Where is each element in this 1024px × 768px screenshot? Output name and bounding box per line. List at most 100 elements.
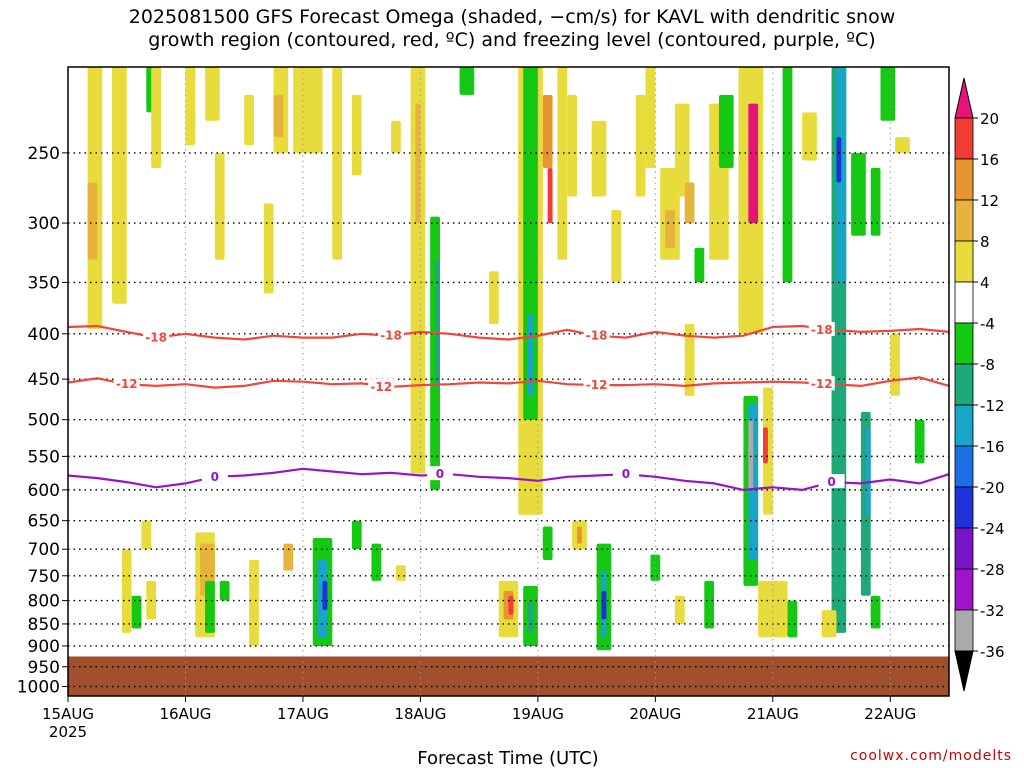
colorbar-bottom-arrow bbox=[954, 650, 974, 692]
x-tick-label: 18AUG bbox=[394, 705, 446, 723]
colorbar-segment bbox=[954, 199, 974, 242]
colorbar-label: 4 bbox=[980, 274, 990, 292]
colorbar-label: -36 bbox=[980, 643, 1005, 661]
surface-ground bbox=[68, 656, 949, 696]
colorbar-segment bbox=[954, 322, 974, 365]
colorbar-segment bbox=[954, 404, 974, 447]
omega-cell bbox=[273, 94, 284, 138]
contour-label: -18 bbox=[586, 329, 608, 343]
omega-cell bbox=[283, 543, 294, 571]
colorbar-segment bbox=[954, 240, 974, 283]
colorbar-label: -8 bbox=[980, 356, 995, 374]
omega-cell bbox=[870, 595, 881, 629]
x-tick-label: 17AUG bbox=[277, 705, 329, 723]
x-axis-title: Forecast Time (UTC) bbox=[417, 748, 598, 768]
omega-cell bbox=[391, 120, 401, 153]
contour-label-bg bbox=[808, 376, 835, 391]
omega-cell bbox=[87, 182, 98, 260]
ground-fill bbox=[68, 656, 949, 696]
omega-cell bbox=[351, 94, 362, 176]
omega-cell bbox=[684, 324, 695, 396]
x-tick-label: 16AUG bbox=[159, 705, 211, 723]
credit-link[interactable]: coolwx.com/modelts bbox=[850, 748, 1012, 764]
omega-cell bbox=[542, 94, 553, 168]
colorbar-label: -4 bbox=[980, 315, 995, 333]
omega-cell bbox=[704, 580, 715, 629]
omega-cell bbox=[914, 419, 925, 464]
time-axis: 15AUG 16AUG 17AUG 18AUG 19AUG 20AUG 21AUG 22AUG… bbox=[42, 696, 916, 741]
omega-cell bbox=[351, 520, 362, 550]
contour-label: -12 bbox=[116, 377, 138, 391]
y-tick-label: 1000 bbox=[17, 677, 60, 697]
contour-label: -18 bbox=[145, 331, 167, 345]
omega-cell bbox=[131, 595, 142, 629]
contour-label-bg bbox=[201, 468, 228, 483]
omega-cell bbox=[249, 560, 259, 646]
pressure-axis: 2503003504004505005506006507007508008509… bbox=[17, 144, 68, 697]
contour-label-bg bbox=[143, 329, 170, 344]
contour-label: -12 bbox=[370, 380, 392, 394]
colorbar-label: -28 bbox=[980, 561, 1005, 579]
colorbar-segment bbox=[954, 158, 974, 201]
omega-cell bbox=[601, 590, 607, 620]
colorbar-segment bbox=[954, 445, 974, 488]
omega-cell bbox=[459, 67, 475, 95]
contour-label-bg bbox=[368, 378, 395, 393]
omega-cell bbox=[435, 259, 440, 388]
omega-cell bbox=[591, 120, 607, 197]
y-tick-label: 650 bbox=[28, 512, 60, 532]
omega-cell bbox=[523, 67, 538, 420]
contour-label-bg bbox=[378, 327, 405, 342]
omega-cell bbox=[263, 203, 274, 294]
y-tick-label: 750 bbox=[28, 567, 60, 587]
omega-cell bbox=[371, 543, 382, 581]
omega-cell bbox=[718, 94, 734, 168]
omega-cell bbox=[205, 67, 220, 121]
colorbar-segment bbox=[954, 363, 974, 406]
omega-cell bbox=[821, 610, 837, 638]
contour-label-bg bbox=[583, 377, 610, 392]
y-tick-label: 350 bbox=[28, 273, 60, 293]
x-tick-label: 19AUG bbox=[512, 705, 564, 723]
y-tick-label: 900 bbox=[28, 637, 60, 657]
omega-cell bbox=[611, 210, 622, 283]
omega-cell bbox=[870, 167, 881, 236]
contour-label: 0 bbox=[436, 467, 444, 481]
colorbar-label: -32 bbox=[980, 602, 1005, 620]
omega-cell bbox=[415, 103, 421, 224]
colorbar-segment bbox=[954, 568, 974, 611]
omega-cell bbox=[684, 182, 695, 224]
colorbar-label: 12 bbox=[980, 192, 999, 210]
x-year-label: 2025 bbox=[49, 723, 87, 741]
omega-cell bbox=[322, 580, 328, 611]
x-tick-label: 22AUG bbox=[864, 705, 916, 723]
title-line-2: growth region (contoured, red, ºC) and f… bbox=[148, 29, 876, 51]
colorbar: 20 16 12 8 4 -4 -8 -12 -16 -20 -24 -28 -32 -36 bbox=[954, 77, 1005, 692]
omega-cell bbox=[758, 580, 788, 638]
title-line-1: 2025081500 GFS Forecast Omega (shaded, −… bbox=[128, 6, 896, 28]
colorbar-label: -24 bbox=[980, 520, 1005, 538]
omega-cell bbox=[763, 427, 768, 464]
omega-cell bbox=[488, 271, 499, 325]
omega-cell bbox=[219, 580, 230, 601]
colorbar-label: 8 bbox=[980, 233, 990, 251]
omega-cell bbox=[748, 103, 759, 224]
omega-cell bbox=[577, 526, 582, 544]
omega-cell bbox=[567, 94, 578, 197]
x-tick-label: 21AUG bbox=[747, 705, 799, 723]
y-tick-label: 600 bbox=[28, 481, 60, 501]
omega-cell bbox=[895, 137, 910, 153]
x-tick-label: 15AUG bbox=[42, 705, 94, 723]
omega-cell bbox=[528, 600, 533, 633]
colorbar-label: -16 bbox=[980, 438, 1005, 456]
omega-cell bbox=[244, 94, 254, 146]
colorbar-label: -12 bbox=[980, 397, 1005, 415]
contour-label: 0 bbox=[827, 475, 835, 489]
omega-cell bbox=[645, 67, 656, 168]
colorbar-label: -20 bbox=[980, 479, 1005, 497]
omega-cell bbox=[787, 600, 798, 638]
omega-cell bbox=[395, 565, 406, 581]
contour-label: 0 bbox=[622, 467, 630, 481]
omega-cell bbox=[410, 67, 426, 474]
contour-label-bg bbox=[583, 327, 610, 342]
